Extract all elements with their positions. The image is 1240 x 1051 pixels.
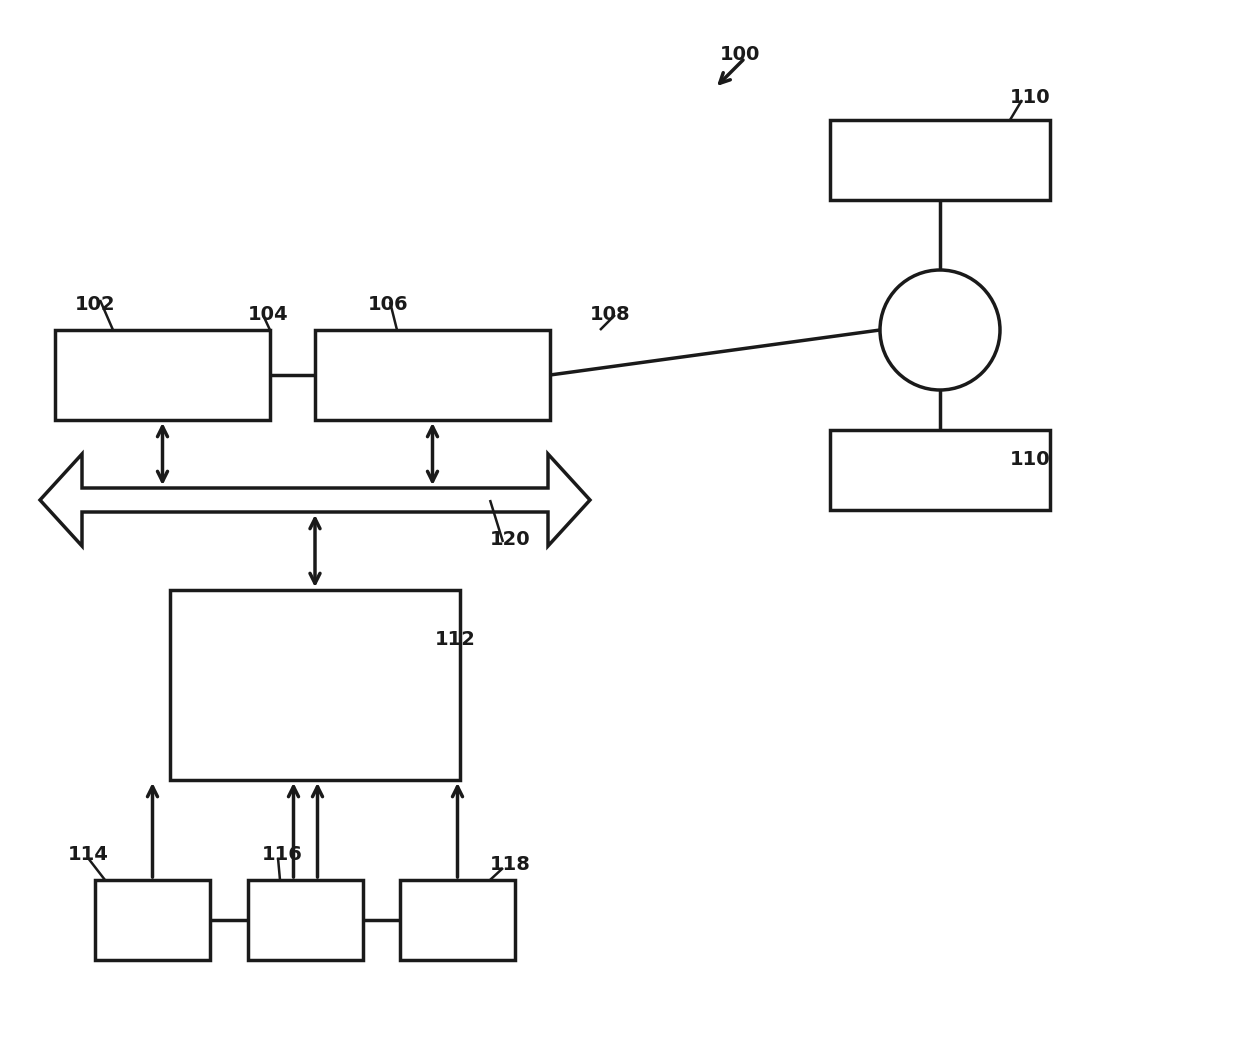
Text: 110: 110 <box>1011 88 1050 107</box>
Text: 116: 116 <box>262 845 303 864</box>
Bar <box>95 880 210 960</box>
Text: 114: 114 <box>68 845 109 864</box>
Text: 106: 106 <box>368 295 409 314</box>
Bar <box>830 430 1050 510</box>
Text: 112: 112 <box>435 630 476 650</box>
Circle shape <box>880 270 999 390</box>
Bar <box>55 330 270 420</box>
Text: 104: 104 <box>248 305 289 324</box>
Text: 108: 108 <box>590 305 631 324</box>
Polygon shape <box>40 454 590 547</box>
Text: 110: 110 <box>1011 450 1050 469</box>
Text: 102: 102 <box>74 295 115 314</box>
Bar <box>315 330 551 420</box>
Text: 118: 118 <box>490 856 531 874</box>
Bar <box>830 120 1050 200</box>
Text: 120: 120 <box>490 530 531 549</box>
Bar <box>401 880 515 960</box>
Bar <box>170 590 460 780</box>
Bar <box>248 880 363 960</box>
Text: 100: 100 <box>720 45 760 64</box>
